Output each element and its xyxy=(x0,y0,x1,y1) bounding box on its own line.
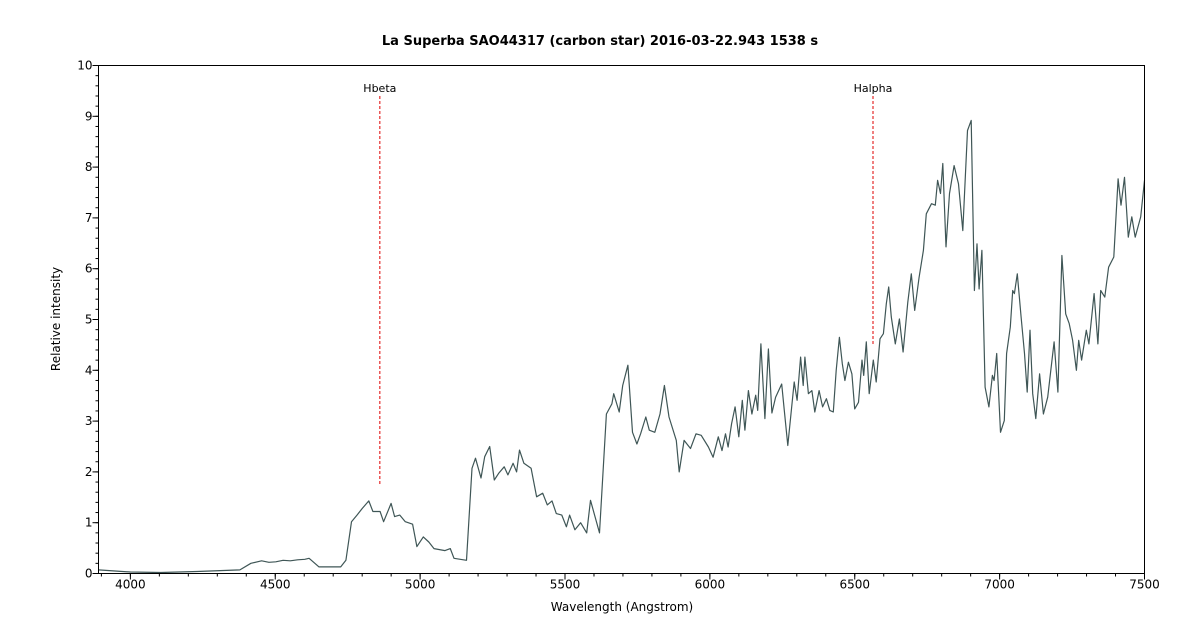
x-tick-label: 7000 xyxy=(984,578,1015,592)
x-tick-label: 6500 xyxy=(839,578,870,592)
x-tick-label: 4500 xyxy=(260,578,291,592)
y-tick-label: 5 xyxy=(85,313,93,327)
y-tick-label: 4 xyxy=(85,363,93,377)
y-tick-label: 0 xyxy=(85,567,93,581)
marker-label-hbeta: Hbeta xyxy=(363,82,396,95)
x-tick-label: 7500 xyxy=(1129,578,1160,592)
x-axis-label: Wavelength (Angstrom) xyxy=(551,600,693,614)
y-tick-label: 2 xyxy=(85,465,93,479)
spectrum-line xyxy=(98,119,1146,574)
x-tick-label: 4000 xyxy=(115,578,146,592)
y-tick-label: 10 xyxy=(77,59,92,73)
plot-frame xyxy=(98,65,1145,574)
y-tick-label: 9 xyxy=(85,109,93,123)
y-tick-label: 3 xyxy=(85,414,93,428)
y-tick-label: 8 xyxy=(85,160,93,174)
chart-title: La Superba SAO44317 (carbon star) 2016-0… xyxy=(382,34,818,49)
y-tick-label: 6 xyxy=(85,262,93,276)
y-tick-label: 1 xyxy=(85,516,93,530)
y-tick-label: 7 xyxy=(85,211,93,225)
x-tick-label: 6000 xyxy=(695,578,726,592)
y-axis-label: Relative intensity xyxy=(49,267,63,371)
x-tick-label: 5000 xyxy=(405,578,436,592)
marker-label-halpha: Halpha xyxy=(854,82,893,95)
x-tick-label: 5500 xyxy=(550,578,581,592)
